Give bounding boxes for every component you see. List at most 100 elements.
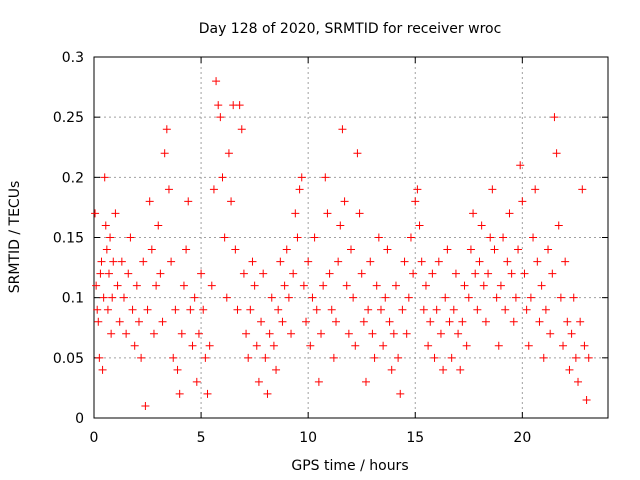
data-point <box>117 257 126 266</box>
data-point <box>449 305 458 314</box>
data-point <box>248 257 257 266</box>
data-point <box>252 341 261 350</box>
data-point <box>404 293 413 302</box>
data-point <box>291 209 300 218</box>
data-point <box>368 329 377 338</box>
data-point <box>295 185 304 194</box>
data-point <box>222 293 231 302</box>
data-point <box>239 269 248 278</box>
data-point <box>415 221 424 230</box>
data-point <box>214 101 223 110</box>
data-point <box>227 197 236 206</box>
data-point <box>441 293 450 302</box>
data-point <box>145 197 154 206</box>
data-point <box>203 389 212 398</box>
data-point <box>137 353 146 362</box>
data-point <box>338 125 347 134</box>
data-point <box>417 257 426 266</box>
data-point <box>216 113 225 122</box>
data-point <box>308 293 317 302</box>
data-point <box>237 125 246 134</box>
data-point <box>103 305 112 314</box>
data-point <box>306 341 315 350</box>
data-point <box>400 257 409 266</box>
data-point <box>447 353 456 362</box>
data-point <box>109 257 118 266</box>
data-point <box>509 317 518 326</box>
data-point <box>479 281 488 290</box>
y-tick-label: 0 <box>75 411 84 427</box>
data-point <box>370 353 379 362</box>
data-point <box>569 293 578 302</box>
data-point <box>130 341 139 350</box>
y-tick-label: 0.05 <box>53 351 84 367</box>
data-point <box>419 305 428 314</box>
data-point <box>280 281 289 290</box>
data-point <box>94 317 103 326</box>
data-point <box>432 305 441 314</box>
data-point <box>297 173 306 182</box>
data-point <box>218 173 227 182</box>
data-point <box>469 209 478 218</box>
data-point <box>396 389 405 398</box>
data-point <box>344 329 353 338</box>
data-point <box>486 233 495 242</box>
data-point <box>413 185 422 194</box>
chart-title: Day 128 of 2020, SRMTID for receiver wro… <box>199 21 502 37</box>
data-point <box>107 329 116 338</box>
data-point <box>104 269 113 278</box>
data-point <box>336 221 345 230</box>
data-point <box>327 305 336 314</box>
data-point <box>154 221 163 230</box>
data-point <box>379 341 388 350</box>
data-point <box>205 341 214 350</box>
data-point <box>421 281 430 290</box>
data-point <box>385 317 394 326</box>
data-point <box>126 233 135 242</box>
data-point <box>186 305 195 314</box>
data-point <box>556 293 565 302</box>
data-point <box>544 245 553 254</box>
data-point <box>289 269 298 278</box>
data-point <box>284 293 293 302</box>
data-point <box>220 233 229 242</box>
data-point <box>464 293 473 302</box>
data-point <box>518 197 527 206</box>
data-point <box>100 173 109 182</box>
data-point <box>310 233 319 242</box>
data-point <box>124 269 133 278</box>
data-point <box>411 197 420 206</box>
data-point <box>481 317 490 326</box>
data-point <box>347 245 355 254</box>
data-point <box>522 305 531 314</box>
data-point <box>443 245 452 254</box>
data-point <box>574 377 583 386</box>
data-point <box>406 233 415 242</box>
data-point <box>552 149 561 158</box>
data-point <box>156 269 165 278</box>
data-point <box>101 221 110 230</box>
data-point <box>364 305 373 314</box>
data-point <box>426 317 435 326</box>
data-point <box>473 305 482 314</box>
data-point <box>96 269 105 278</box>
data-point <box>164 185 173 194</box>
data-point <box>584 353 593 362</box>
data-point <box>177 329 186 338</box>
data-point <box>141 401 150 410</box>
data-point <box>533 257 542 266</box>
data-point <box>263 389 272 398</box>
data-point <box>259 269 268 278</box>
data-point <box>563 317 572 326</box>
data-point <box>319 281 328 290</box>
data-point <box>139 257 148 266</box>
data-point <box>524 341 533 350</box>
data-point <box>526 293 535 302</box>
data-point <box>115 317 124 326</box>
ticks: 0 0.05 0.1 0.15 0.2 0.25 0.3 0 5 10 15 20 <box>53 50 608 446</box>
data-point <box>261 353 270 362</box>
data-point <box>194 329 203 338</box>
data-point <box>152 281 161 290</box>
data-point <box>113 281 122 290</box>
data-point <box>169 353 178 362</box>
